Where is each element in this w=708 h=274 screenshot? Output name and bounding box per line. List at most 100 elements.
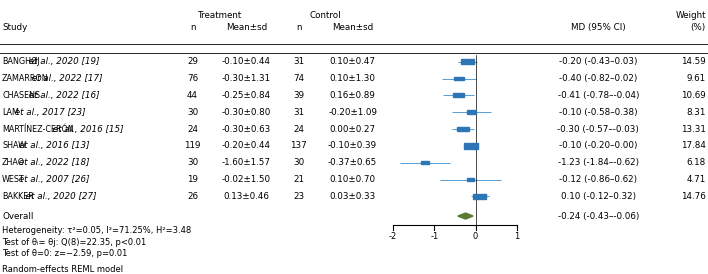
Text: -0.10 (-0.20–0.00): -0.10 (-0.20–0.00) (559, 141, 637, 150)
Text: (%): (%) (690, 23, 706, 32)
Text: 0.03±0.33: 0.03±0.33 (329, 192, 376, 201)
Text: SHAW: SHAW (2, 141, 26, 150)
Text: 30: 30 (293, 158, 304, 167)
Text: MD (95% CI): MD (95% CI) (571, 23, 626, 32)
Text: 74: 74 (293, 74, 304, 83)
Text: 26: 26 (187, 192, 198, 201)
Bar (454, 76, 464, 81)
Text: et al., 2016 [15]: et al., 2016 [15] (50, 125, 123, 133)
Text: -0.30±0.63: -0.30±0.63 (222, 125, 271, 133)
Text: -0.02±1.50: -0.02±1.50 (222, 175, 271, 184)
Text: 24: 24 (187, 125, 198, 133)
Text: Treatment: Treatment (198, 11, 241, 20)
Bar (464, 143, 479, 149)
Text: 0: 0 (473, 232, 478, 241)
Text: -1.23 (-1.84–-0.62): -1.23 (-1.84–-0.62) (558, 158, 639, 167)
Text: 0.10 (-0.12–0.32): 0.10 (-0.12–0.32) (561, 192, 636, 201)
Bar (453, 93, 464, 97)
Text: 21: 21 (293, 175, 304, 184)
Text: Weight: Weight (675, 11, 706, 20)
Text: Control: Control (310, 11, 341, 20)
Text: LAM: LAM (2, 108, 19, 117)
Text: MARTÍNEZ-CERÓN: MARTÍNEZ-CERÓN (2, 125, 74, 133)
Bar (461, 59, 474, 64)
Text: BAKKER: BAKKER (2, 192, 34, 201)
Text: -0.24 (-0.43–-0.06): -0.24 (-0.43–-0.06) (558, 212, 639, 221)
Text: 119: 119 (184, 141, 201, 150)
Text: 44: 44 (187, 91, 198, 100)
Text: 6.18: 6.18 (687, 158, 706, 167)
Text: WEST: WEST (2, 175, 25, 184)
Text: 39: 39 (293, 91, 304, 100)
Text: 14.76: 14.76 (681, 192, 706, 201)
Text: Test of θ=0: z=−2.59, p=0.01: Test of θ=0: z=−2.59, p=0.01 (2, 249, 127, 258)
Bar (467, 110, 476, 114)
Bar (421, 161, 429, 164)
Text: Heterogeneity: τ²=0.05, I²=71.25%, H²=3.48: Heterogeneity: τ²=0.05, I²=71.25%, H²=3.… (2, 226, 191, 235)
Text: -0.10 (-0.58–0.38): -0.10 (-0.58–0.38) (559, 108, 638, 117)
Text: -0.20±0.44: -0.20±0.44 (222, 141, 271, 150)
Text: -0.37±0.65: -0.37±0.65 (328, 158, 377, 167)
Text: 10.69: 10.69 (681, 91, 706, 100)
Text: et al., 2022 [16]: et al., 2022 [16] (26, 91, 99, 100)
Text: 31: 31 (293, 57, 304, 66)
Text: 31: 31 (293, 108, 304, 117)
Text: CHASENS: CHASENS (2, 91, 40, 100)
Text: -1: -1 (430, 232, 438, 241)
Text: 0.16±0.89: 0.16±0.89 (330, 91, 375, 100)
Text: Mean±sd: Mean±sd (332, 23, 373, 32)
Text: Test of θᵢ= θј: Q(8)=22.35, p<0.01: Test of θᵢ= θј: Q(8)=22.35, p<0.01 (2, 238, 147, 247)
Text: 9.61: 9.61 (687, 74, 706, 83)
Text: Random-effects REML model: Random-effects REML model (2, 265, 123, 274)
Text: 0.10±0.70: 0.10±0.70 (329, 175, 376, 184)
Text: ZHAO: ZHAO (2, 158, 25, 167)
Text: 19: 19 (187, 175, 198, 184)
Text: et al., 2022 [17]: et al., 2022 [17] (29, 74, 103, 83)
Text: 0.13±0.46: 0.13±0.46 (224, 192, 269, 201)
Text: et al., 2020 [27]: et al., 2020 [27] (23, 192, 96, 201)
Text: et al., 2017 [23]: et al., 2017 [23] (12, 108, 86, 117)
Text: ZAMARRON: ZAMARRON (2, 74, 49, 83)
Text: 30: 30 (187, 158, 198, 167)
Text: -0.10±0.44: -0.10±0.44 (222, 57, 271, 66)
Text: -0.10±0.39: -0.10±0.39 (328, 141, 377, 150)
Text: -0.20 (-0.43–0.03): -0.20 (-0.43–0.03) (559, 57, 637, 66)
Bar (457, 127, 469, 131)
Text: 4.71: 4.71 (687, 175, 706, 184)
Text: -0.40 (-0.82–0.02): -0.40 (-0.82–0.02) (559, 74, 637, 83)
Text: Overall: Overall (2, 212, 33, 221)
Text: 29: 29 (187, 57, 198, 66)
Text: -1.60±1.57: -1.60±1.57 (222, 158, 271, 167)
Text: n: n (190, 23, 195, 32)
Text: -2: -2 (389, 232, 397, 241)
Text: -0.30±1.31: -0.30±1.31 (222, 74, 271, 83)
Text: et al., 2016 [13]: et al., 2016 [13] (16, 141, 89, 150)
Text: -0.41 (-0.78–-0.04): -0.41 (-0.78–-0.04) (557, 91, 639, 100)
Text: -0.30 (-0.57–-0.03): -0.30 (-0.57–-0.03) (557, 125, 639, 133)
Bar (467, 178, 474, 181)
Text: 14.59: 14.59 (681, 57, 706, 66)
Text: 23: 23 (293, 192, 304, 201)
Text: 1: 1 (514, 232, 520, 241)
Text: 17.84: 17.84 (681, 141, 706, 150)
Bar (474, 194, 486, 199)
Text: 13.31: 13.31 (681, 125, 706, 133)
Text: et al., 2007 [26]: et al., 2007 [26] (16, 175, 89, 184)
Text: 30: 30 (187, 108, 198, 117)
Text: -0.25±0.84: -0.25±0.84 (222, 91, 271, 100)
Text: Study: Study (2, 23, 28, 32)
Text: Mean±sd: Mean±sd (226, 23, 267, 32)
Text: 8.31: 8.31 (687, 108, 706, 117)
Text: n: n (296, 23, 302, 32)
Text: 76: 76 (187, 74, 198, 83)
Text: 0.10±0.47: 0.10±0.47 (330, 57, 375, 66)
Text: et al., 2020 [19]: et al., 2020 [19] (26, 57, 99, 66)
Polygon shape (458, 213, 473, 219)
Text: 137: 137 (290, 141, 307, 150)
Text: -0.30±0.80: -0.30±0.80 (222, 108, 271, 117)
Text: -0.20±1.09: -0.20±1.09 (328, 108, 377, 117)
Text: 24: 24 (293, 125, 304, 133)
Text: 0.00±0.27: 0.00±0.27 (329, 125, 376, 133)
Text: 0.10±1.30: 0.10±1.30 (330, 74, 375, 83)
Text: -0.12 (-0.86–0.62): -0.12 (-0.86–0.62) (559, 175, 637, 184)
